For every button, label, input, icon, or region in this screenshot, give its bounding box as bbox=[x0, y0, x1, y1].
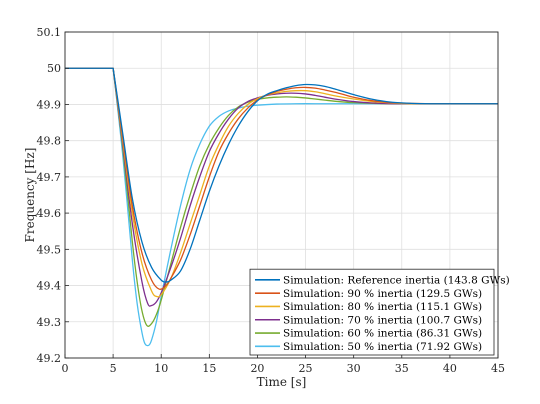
y-tick-label: 49.2 bbox=[37, 352, 62, 365]
y-tick-label: 50 bbox=[47, 62, 61, 75]
axes bbox=[64, 31, 499, 359]
y-tick-label: 49.9 bbox=[37, 98, 62, 111]
y-tick-label: 50.1 bbox=[37, 26, 62, 39]
axes-box bbox=[64, 31, 499, 359]
legend-entry-label: Simulation: 70 % inertia (100.7 GWs) bbox=[283, 314, 482, 326]
y-tick-label: 49.4 bbox=[37, 280, 62, 293]
y-tick-label: 49.3 bbox=[37, 316, 62, 329]
legend-box bbox=[249, 268, 495, 356]
x-tick-label: 5 bbox=[110, 362, 117, 375]
legend-entry-label: Simulation: 60 % inertia (86.31 GWs) bbox=[283, 328, 482, 340]
x-tick-label: 35 bbox=[395, 362, 409, 375]
legend-entry-label: Simulation: 90 % inertia (129.5 GWs) bbox=[283, 288, 482, 300]
tick-labels: 0 5 10 15 20 25 30 35 40 45 49.2 49.3 49.4 49.5 49.6 49… bbox=[37, 26, 506, 375]
legend: Simulation: Reference inertia (143.8 GWs… bbox=[249, 268, 510, 356]
legend-entry-label: Simulation: Reference inertia (143.8 GWs… bbox=[283, 274, 510, 286]
x-tick-label: 25 bbox=[299, 362, 313, 375]
x-tick-label: 45 bbox=[491, 362, 505, 375]
legend-entry-label: Simulation: 50 % inertia (71.92 GWs) bbox=[283, 341, 482, 353]
x-tick-label: 0 bbox=[62, 362, 69, 375]
x-axis-label: Time [s] bbox=[257, 375, 307, 389]
x-tick-label: 30 bbox=[347, 362, 361, 375]
series-line-1 bbox=[65, 67, 498, 283]
y-tick-label: 49.5 bbox=[37, 243, 62, 256]
y-axis-label: Frequency [Hz] bbox=[23, 148, 37, 243]
y-tick-label: 49.6 bbox=[37, 207, 62, 220]
x-tick-label: 15 bbox=[202, 362, 216, 375]
y-tick-label: 49.7 bbox=[37, 171, 62, 184]
series-lines bbox=[65, 67, 498, 347]
x-tick-label: 10 bbox=[154, 362, 168, 375]
x-tick-label: 40 bbox=[443, 362, 457, 375]
y-tick-label: 49.8 bbox=[37, 135, 62, 148]
legend-entry-label: Simulation: 80 % inertia (115.1 GWs) bbox=[283, 301, 482, 313]
x-tick-label: 20 bbox=[250, 362, 264, 375]
series-line-4 bbox=[65, 67, 498, 307]
